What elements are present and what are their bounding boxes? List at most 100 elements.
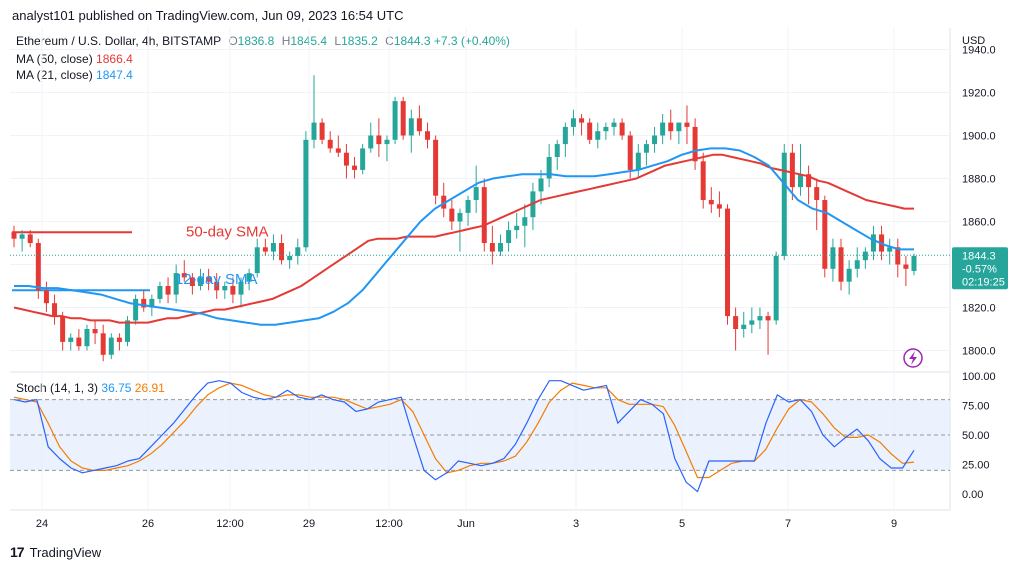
candle-body xyxy=(319,122,325,140)
candle-body xyxy=(173,273,179,295)
candle-body xyxy=(652,135,658,145)
candle-body xyxy=(335,148,341,153)
time-tick-label: 3 xyxy=(573,518,579,530)
time-tick-label: 5 xyxy=(679,518,685,530)
time-tick-label: 7 xyxy=(785,518,791,530)
candle-body xyxy=(814,187,820,200)
candle-body xyxy=(60,316,66,342)
stoch-k-line xyxy=(13,380,915,493)
candle-body xyxy=(360,148,366,170)
candle-body xyxy=(708,200,714,205)
candle-body xyxy=(765,316,771,321)
candle-body xyxy=(854,260,860,269)
low-value: 1835.2 xyxy=(341,34,378,48)
candle-body xyxy=(611,122,617,127)
candle-body xyxy=(733,316,739,329)
currency-label: USD xyxy=(962,35,985,47)
candle-body xyxy=(352,165,358,170)
candle-body xyxy=(157,286,163,299)
lightning-icon xyxy=(903,348,923,368)
candle-body xyxy=(862,251,868,261)
price-tick-label: 1900.0 xyxy=(962,131,996,143)
price-tick-label: 1800.0 xyxy=(962,346,996,358)
time-tick-label: Jun xyxy=(457,518,475,530)
sma12-annotation: 12-day SMA xyxy=(175,271,258,288)
candle-body xyxy=(554,144,560,157)
price-tick-label: 1920.0 xyxy=(962,88,996,100)
candle-body xyxy=(789,152,795,188)
candle-body xyxy=(497,243,503,252)
candle-body xyxy=(830,247,836,269)
candle-body xyxy=(725,208,731,317)
lightning-bolt-icon xyxy=(909,351,917,365)
candle-body xyxy=(635,152,641,170)
symbol-name: Ethereum / U.S. Dollar, 4h, BITSTAMP xyxy=(16,34,221,48)
candle-body xyxy=(887,247,893,252)
candle-body xyxy=(603,126,609,132)
candle-body xyxy=(400,101,406,136)
price-tick-label: 1940.0 xyxy=(962,45,996,57)
bar-countdown: 02:19:25 xyxy=(962,276,1005,288)
candle-body xyxy=(262,247,268,252)
candle-body xyxy=(911,255,917,271)
candle-body xyxy=(806,174,812,188)
candle-body xyxy=(546,157,552,179)
published-line: analyst101 published on TradingView.com,… xyxy=(12,8,404,23)
candle-body xyxy=(668,122,674,132)
candle-body xyxy=(481,187,487,243)
change-value: +7.3 (+0.40%) xyxy=(433,34,510,48)
candle-body xyxy=(741,324,747,329)
ma21-line xyxy=(14,147,914,326)
candle-body xyxy=(43,290,49,304)
stoch-tick-label: 75.00 xyxy=(962,401,990,413)
candle-body xyxy=(408,118,414,136)
price-tick-label: 1820.0 xyxy=(962,303,996,315)
candle-body xyxy=(68,337,74,342)
candle-body xyxy=(165,286,171,295)
ma21-legend: MA (21, close) 1847.4 xyxy=(16,68,133,82)
candle-body xyxy=(125,320,131,342)
candle-body xyxy=(627,135,633,170)
candle-body xyxy=(214,281,220,291)
candle-body xyxy=(676,122,682,132)
candle-body xyxy=(19,234,25,239)
candle-body xyxy=(587,122,593,140)
price-tick-label: 1860.0 xyxy=(962,217,996,229)
candle-body xyxy=(287,255,293,261)
candle-body xyxy=(441,195,447,209)
last-price-value: 1844.3 xyxy=(962,250,996,262)
ma50-legend: MA (50, close) 1866.4 xyxy=(16,52,133,66)
candle-body xyxy=(643,144,649,153)
candle-body xyxy=(846,268,852,282)
ma50-line xyxy=(13,153,914,324)
candle-body xyxy=(11,232,17,239)
stoch-tick-label: 25.00 xyxy=(962,460,990,472)
last-price-change: -0.57% xyxy=(962,263,997,275)
candle-body xyxy=(514,225,520,231)
stoch-d-value: 26.91 xyxy=(134,381,165,395)
last-price-tag xyxy=(952,247,1008,290)
candle-body xyxy=(279,243,285,261)
candle-body xyxy=(238,281,244,295)
candle-body xyxy=(562,126,568,145)
candle-body xyxy=(311,122,317,140)
time-tick-label: 24 xyxy=(36,518,48,530)
candle-body xyxy=(489,243,495,252)
stoch-tick-label: 50.00 xyxy=(962,430,990,442)
candle-body xyxy=(595,131,601,140)
candle-body xyxy=(384,139,390,145)
candle-body xyxy=(327,139,333,149)
candle-body xyxy=(100,333,106,355)
candle-body xyxy=(270,243,276,252)
candle-body xyxy=(692,126,698,162)
stoch-tick-label: 100.00 xyxy=(962,371,996,383)
candle-body xyxy=(149,298,155,308)
candle-body xyxy=(749,320,755,325)
time-tick-label: 26 xyxy=(142,518,154,530)
candle-body xyxy=(343,152,349,166)
candle-body xyxy=(838,247,844,282)
candle-body xyxy=(141,298,147,308)
sma50-annotation: 50-day SMA xyxy=(186,224,269,241)
time-tick-label: 9 xyxy=(891,518,897,530)
